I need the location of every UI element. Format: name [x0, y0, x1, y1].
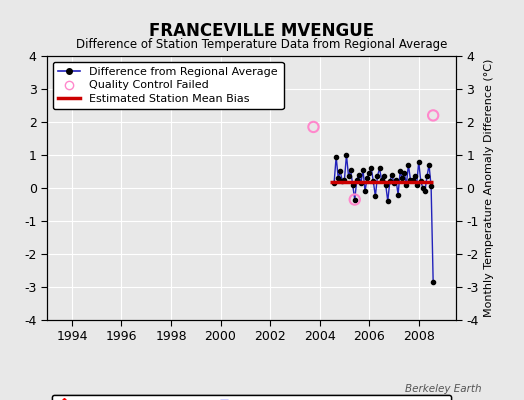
Legend: Station Move, Record Gap, Time of Obs. Change, Empirical Break: Station Move, Record Gap, Time of Obs. C… — [52, 395, 451, 400]
Point — [309, 124, 318, 130]
Text: FRANCEVILLE MVENGUE: FRANCEVILLE MVENGUE — [149, 22, 375, 40]
Point — [429, 112, 438, 118]
Text: Berkeley Earth: Berkeley Earth — [406, 384, 482, 394]
Text: Difference of Station Temperature Data from Regional Average: Difference of Station Temperature Data f… — [77, 38, 447, 51]
Point — [351, 196, 359, 203]
Y-axis label: Monthly Temperature Anomaly Difference (°C): Monthly Temperature Anomaly Difference (… — [484, 59, 494, 317]
